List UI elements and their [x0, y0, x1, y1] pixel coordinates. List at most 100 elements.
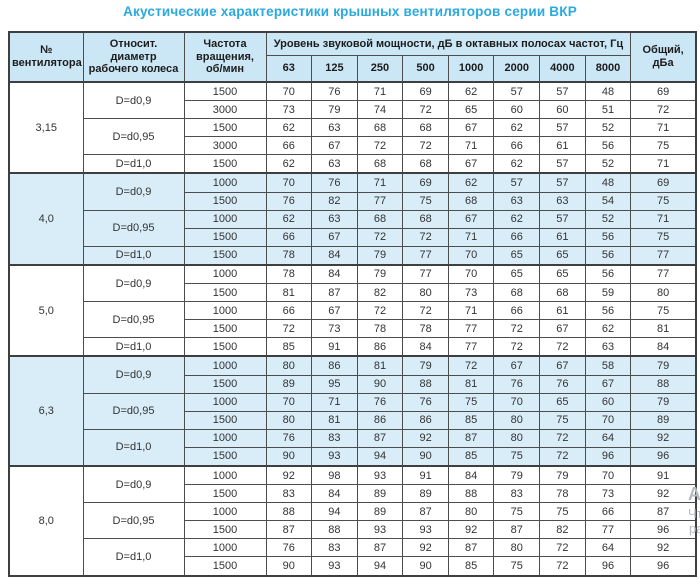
fan-number-cell: 5,0 — [8, 263, 84, 357]
rpm-cell: 3000 — [183, 100, 267, 120]
diameter-cell: D=d0,9 — [82, 81, 185, 120]
spl-value-cell: 72 — [402, 227, 449, 247]
spl-value-cell: 72 — [356, 301, 404, 321]
spl-value-cell: 72 — [539, 337, 586, 357]
spl-value-cell: 85 — [447, 410, 495, 430]
spl-value-cell: 98 — [311, 464, 358, 486]
spl-value-cell: 66 — [493, 301, 541, 321]
spl-value-cell: 93 — [356, 464, 404, 486]
rpm-cell: 1000 — [183, 392, 267, 412]
spl-value-cell: 76 — [402, 392, 449, 412]
total-dba-cell: 89 — [630, 410, 697, 430]
spl-value-cell: 65 — [493, 245, 541, 266]
acoustic-characteristics-table: № вентилятора Относит. диаметр рабочего … — [8, 31, 697, 577]
table-row: 1500 83 84 89 89 88 83 78 73 92 — [9, 484, 697, 504]
spl-value-cell: 86 — [356, 410, 404, 430]
spl-value-cell: 72 — [539, 538, 586, 558]
spl-value-cell: 89 — [356, 502, 404, 522]
spl-value-cell: 64 — [584, 428, 632, 448]
total-dba-cell: 69 — [630, 172, 697, 193]
spl-value-cell: 93 — [311, 556, 358, 577]
spl-value-cell: 73 — [447, 283, 495, 303]
spl-value-cell: 77 — [447, 319, 495, 339]
spl-value-cell: 57 — [493, 81, 541, 102]
page-title: Акустические характеристики крышных вент… — [123, 4, 577, 19]
spl-value-cell: 71 — [447, 227, 495, 247]
rpm-cell: 1000 — [183, 355, 267, 376]
spl-value-cell: 83 — [311, 538, 358, 558]
spl-value-cell: 84 — [311, 484, 358, 504]
spl-value-cell: 72 — [402, 301, 449, 321]
total-dba-cell: 96 — [630, 556, 697, 577]
spl-value-cell: 72 — [493, 319, 541, 339]
spl-value-cell: 78 — [402, 319, 449, 339]
spl-value-cell: 70 — [493, 392, 541, 412]
spl-value-cell: 66 — [493, 227, 541, 247]
diameter-cell: D=d1,0 — [82, 428, 185, 467]
diameter-cell: D=d0,9 — [82, 464, 185, 504]
total-dba-cell: 88 — [630, 374, 697, 394]
spl-value-cell: 86 — [402, 410, 449, 430]
watermark-fragment: Ак — [688, 484, 700, 504]
table-row: 1500 66 67 72 72 71 66 61 56 75 — [9, 227, 697, 247]
rpm-cell: 1000 — [183, 172, 267, 193]
spl-value-cell: 94 — [311, 502, 358, 522]
spl-value-cell: 68 — [402, 209, 449, 229]
spl-value-cell: 79 — [493, 464, 541, 486]
spl-value-cell: 57 — [539, 172, 586, 193]
spl-value-cell: 63 — [584, 337, 632, 357]
spl-value-cell: 60 — [493, 100, 541, 120]
table-row: 8,0 D=d0,9 1000 92 98 93 91 84 79 79 70 91 — [8, 464, 697, 577]
spl-value-cell: 76 — [265, 428, 313, 448]
spl-value-cell: 63 — [311, 154, 358, 174]
spl-value-cell: 65 — [539, 245, 586, 266]
spl-value-cell: 66 — [584, 502, 632, 522]
spl-value-cell: 66 — [265, 301, 313, 321]
total-dba-cell: 92 — [630, 484, 697, 504]
spl-value-cell: 83 — [265, 484, 313, 504]
header-band-1000: 1000 — [447, 55, 495, 83]
spl-value-cell: 75 — [539, 410, 586, 430]
rpm-cell: 1500 — [183, 118, 267, 138]
spl-value-cell: 68 — [447, 191, 495, 211]
total-dba-cell: 75 — [630, 191, 697, 211]
spl-value-cell: 54 — [584, 191, 632, 211]
spl-value-cell: 88 — [447, 484, 495, 504]
total-dba-cell: 71 — [630, 118, 697, 138]
spl-value-cell: 76 — [265, 191, 313, 211]
total-dba-cell: 75 — [630, 227, 697, 247]
spl-value-cell: 80 — [265, 355, 313, 376]
spl-value-cell: 94 — [356, 446, 404, 467]
rpm-cell: 1000 — [183, 263, 267, 285]
spl-value-cell: 72 — [402, 136, 449, 156]
spl-value-cell: 77 — [356, 191, 404, 211]
spl-value-cell: 79 — [539, 464, 586, 486]
spl-value-cell: 75 — [447, 392, 495, 412]
spl-value-cell: 62 — [493, 118, 541, 138]
diameter-cell: D=d0,95 — [82, 301, 185, 339]
spl-value-cell: 69 — [402, 81, 449, 102]
spl-value-cell: 73 — [265, 100, 313, 120]
spl-value-cell: 72 — [447, 355, 495, 376]
rpm-cell: 1000 — [183, 428, 267, 448]
spl-value-cell: 90 — [356, 374, 404, 394]
spl-value-cell: 72 — [539, 446, 586, 467]
spl-value-cell: 76 — [356, 392, 404, 412]
spl-value-cell: 71 — [447, 301, 495, 321]
table-row: D=d1,0 1500 78 84 79 77 70 65 65 56 77 — [9, 245, 697, 266]
spl-value-cell: 56 — [584, 301, 632, 321]
spl-value-cell: 67 — [311, 227, 358, 247]
spl-value-cell: 96 — [584, 446, 632, 467]
watermark-fragment: Чт — [688, 506, 700, 521]
spl-value-cell: 58 — [584, 355, 632, 376]
spl-value-cell: 52 — [584, 154, 632, 174]
spl-value-cell: 76 — [493, 374, 541, 394]
spl-value-cell: 89 — [356, 484, 404, 504]
spl-value-cell: 75 — [493, 446, 541, 467]
rpm-cell: 1000 — [183, 209, 267, 229]
spl-value-cell: 84 — [447, 464, 495, 486]
spl-value-cell: 70 — [265, 81, 313, 102]
spl-value-cell: 61 — [539, 227, 586, 247]
rpm-cell: 1500 — [183, 283, 267, 303]
